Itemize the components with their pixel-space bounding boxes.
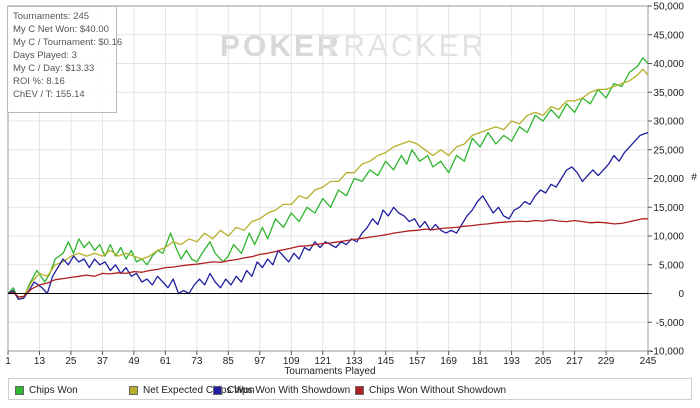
stat-days-played: Days Played: 3	[13, 50, 77, 61]
y-tick-label: 20,000	[653, 174, 684, 185]
legend-item-chips-won-without-showdown[interactable]: Chips Won Without Showdown	[355, 384, 506, 396]
x-tick-label: 169	[440, 356, 457, 367]
x-tick-label: 217	[566, 356, 583, 367]
x-tick-label: 73	[191, 356, 203, 367]
legend-swatch	[15, 385, 24, 395]
y-tick-label: 15,000	[653, 203, 684, 214]
series-line-3	[7, 131, 649, 300]
x-tick-label: 109	[283, 356, 300, 367]
legend-swatch	[213, 385, 222, 395]
stat-per-day: My C / Day: $13.33	[13, 63, 95, 74]
x-axis-title: Tournaments Played	[284, 366, 375, 377]
x-tick-label: 181	[472, 356, 489, 367]
stat-net-won: My C Net Won: $40.00	[13, 24, 109, 35]
x-tick-label: 49	[128, 356, 140, 367]
legend-label: Chips Won With Showdown	[227, 384, 351, 396]
x-tick-label: 13	[34, 356, 46, 367]
x-tick-label: 37	[97, 356, 109, 367]
legend-label: Net Expected Chips Won	[143, 384, 255, 396]
y-tick-label: 50,000	[653, 2, 684, 13]
legend-label: Chips Won Without Showdown	[369, 384, 507, 396]
series-lines	[7, 57, 649, 300]
axes: -10,000 -5,000 0 5,000 10,000 15,000 20,000 25,…	[5, 2, 684, 368]
y-tick-label: 35,000	[653, 88, 684, 99]
stat-chev: ChEV / T: 155.14	[13, 89, 85, 100]
series-line-4	[7, 218, 648, 298]
x-tick-label: 133	[346, 356, 363, 367]
y-tick-label: 30,000	[653, 117, 684, 128]
x-tick-label: 25	[65, 356, 77, 367]
y-tick-label: -5,000	[656, 318, 685, 329]
x-tick-label: 245	[640, 356, 657, 367]
legend-swatch	[355, 385, 364, 395]
x-tick-label: 145	[377, 356, 394, 367]
y-tick-label: 25,000	[653, 145, 684, 156]
stat-per-tournament: My C / Tournament: $0.16	[13, 37, 123, 48]
watermark-tracker: TRACKER	[322, 30, 486, 63]
legend-label: Chips Won	[29, 384, 78, 396]
x-tick-label: 205	[535, 356, 552, 367]
x-tick-label: 1	[5, 356, 11, 367]
x-tick-label: 97	[254, 356, 266, 367]
watermark-poker: POKER	[220, 30, 342, 63]
y-tick-label: 5,000	[659, 260, 684, 271]
x-tick-label: 85	[223, 356, 235, 367]
y-tick-label: 45,000	[653, 30, 684, 41]
x-tick-label: 229	[598, 356, 615, 367]
x-tick-label: 157	[409, 356, 426, 367]
stat-tournaments: Tournaments: 245	[13, 11, 90, 22]
x-tick-label: 193	[503, 356, 520, 367]
x-tick-label: 121	[314, 356, 331, 367]
legend-swatch	[129, 385, 138, 395]
y-axis-title: #	[691, 172, 697, 183]
legend-item-net-expected-chips-won[interactable]: Net Expected Chips Won	[129, 384, 255, 396]
series-line-2	[7, 68, 649, 300]
chart-legend: Chips Won Net Expected Chips Won Chips W…	[8, 378, 692, 400]
y-tick-label: 0	[678, 289, 684, 300]
stats-summary-box: Tournaments: 245 My C Net Won: $40.00 My…	[7, 6, 123, 113]
y-tick-label: 40,000	[653, 59, 684, 70]
stat-roi: ROI %: 8.16	[13, 76, 65, 87]
y-tick-label: -10,000	[650, 347, 684, 358]
x-tick-label: 61	[160, 356, 172, 367]
y-tick-label: 10,000	[653, 232, 684, 243]
series-line-1	[7, 57, 649, 300]
legend-item-chips-won-with-showdown[interactable]: Chips Won With Showdown	[213, 384, 350, 396]
legend-item-chips-won[interactable]: Chips Won	[15, 384, 78, 396]
